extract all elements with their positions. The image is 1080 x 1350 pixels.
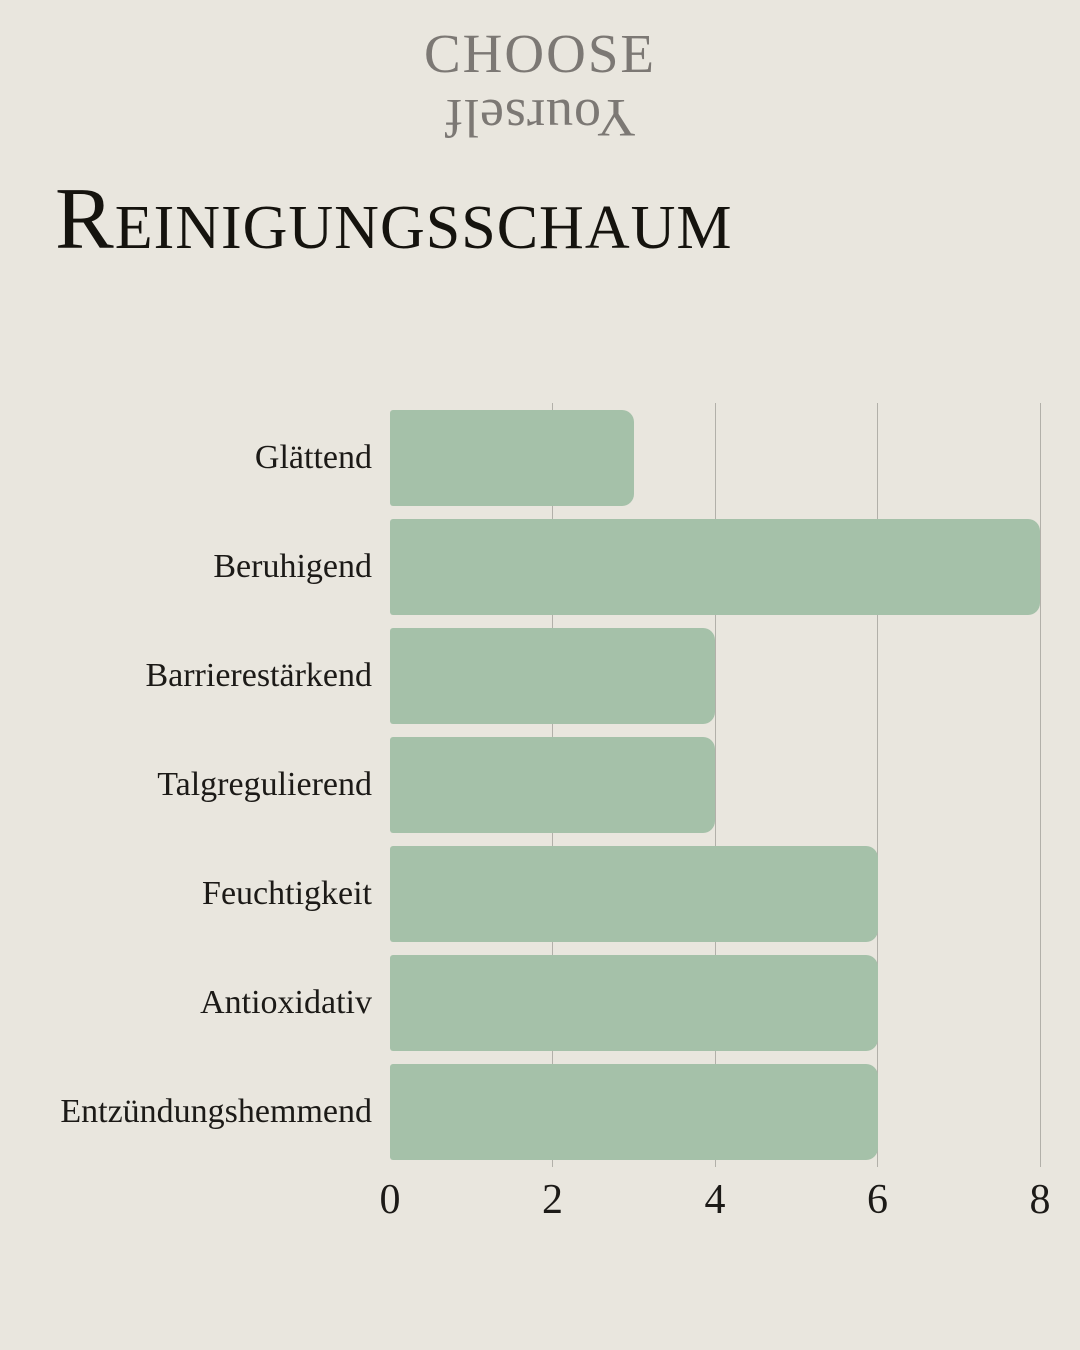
bar-label: Feuchtigkeit xyxy=(202,875,372,913)
category-labels: Glättend Beruhigend Barrierestärkend Talgre… xyxy=(0,403,372,1167)
x-tick-label: 2 xyxy=(542,1177,563,1223)
x-tick-label: 4 xyxy=(704,1177,726,1223)
chart-plot-area xyxy=(390,403,1041,1167)
bar-label: Glättend xyxy=(254,438,372,476)
x-axis-ticks: 0 2 4 6 8 xyxy=(380,1172,1051,1232)
x-tick-label: 6 xyxy=(867,1177,888,1223)
x-tick-label: 0 xyxy=(379,1177,401,1223)
bar xyxy=(390,627,715,724)
bar xyxy=(390,737,715,833)
x-tick-label: 8 xyxy=(1029,1177,1051,1223)
bar xyxy=(390,1064,878,1161)
bar-label: Talgregulierend xyxy=(157,766,372,803)
bar-label: Beruhigend xyxy=(213,547,372,585)
bar-label: Entzündungshemmend xyxy=(60,1093,372,1131)
bar xyxy=(390,846,878,943)
brand-logo: CHOOSE Yourself xyxy=(0,23,1080,148)
gridline xyxy=(877,403,878,1167)
chart-title: Reinigungsschaum xyxy=(55,171,733,268)
gridline xyxy=(714,403,716,1167)
bar-label: Barrierestärkend xyxy=(145,656,372,694)
bar xyxy=(390,409,634,506)
bar xyxy=(390,955,878,1052)
bar xyxy=(390,518,1040,615)
logo-word-choose: CHOOSE xyxy=(423,23,657,84)
gridline xyxy=(1039,403,1041,1167)
bar-label: Antioxidativ xyxy=(200,984,372,1022)
